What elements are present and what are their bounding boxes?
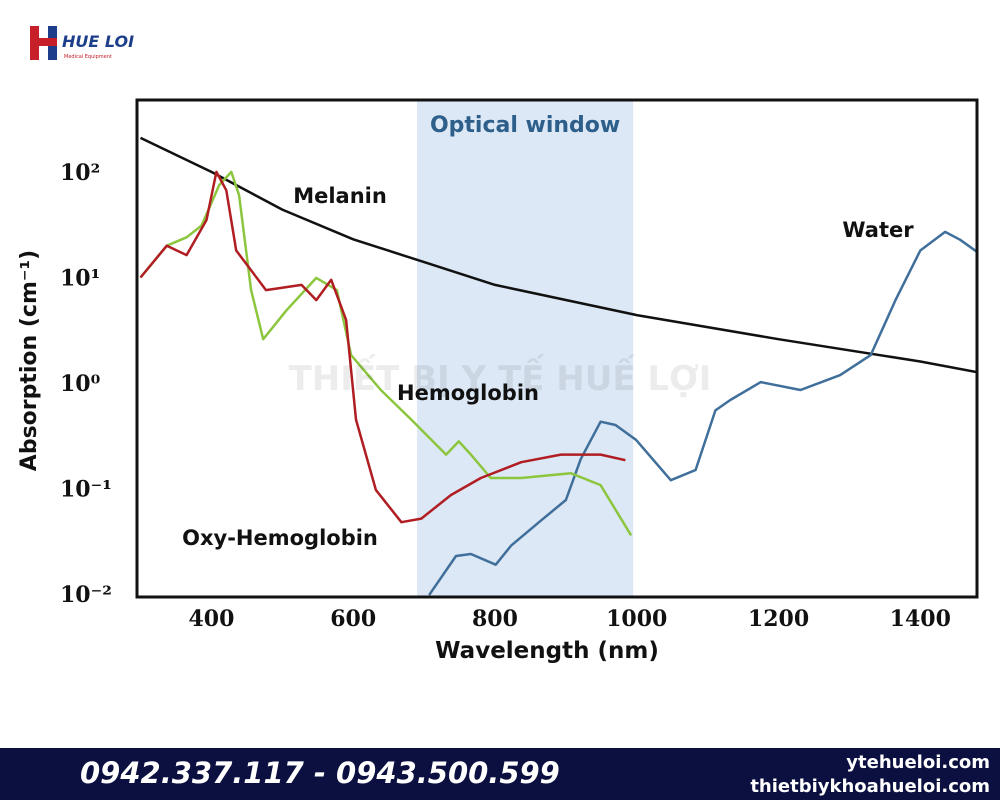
logo: HUE LOI Medical Equipment (30, 26, 134, 60)
y-tick-label: 10² (60, 160, 100, 186)
series-label: Hemoglobin (397, 381, 539, 405)
region-label: Optical window (430, 113, 620, 138)
x-tick-label: 1200 (748, 606, 809, 632)
y-axis-label: Absorption (cm⁻¹) (17, 250, 42, 471)
footer-phones: 0942.337.117 - 0943.500.599 (80, 756, 560, 790)
x-axis-label: Wavelength (nm) (435, 638, 659, 664)
series-line (139, 136, 977, 374)
footer-site: ytehueloi.com (846, 752, 990, 773)
plot: Optical window 400 600 800 1000 1200 1400 10⁻² 1… (17, 98, 979, 664)
series-label: Water (842, 218, 914, 242)
x-tick-label: 1000 (606, 606, 667, 632)
logo-tagline: Medical Equipment (64, 54, 112, 60)
logo-bar (30, 38, 57, 46)
series-line (428, 230, 977, 596)
plot-frame (135, 98, 979, 599)
x-tick-label: 1400 (890, 606, 951, 632)
y-tick-label: 10⁻¹ (60, 477, 112, 503)
x-tick-label: 800 (472, 606, 518, 632)
optical-window (417, 100, 634, 597)
series-label: Melanin (293, 184, 387, 208)
y-tick-label: 10¹ (60, 265, 100, 291)
footer-site: thietbiykhoahueloi.com (750, 776, 990, 797)
logo-text: HUE LOI (62, 32, 134, 51)
x-tick-label: 600 (330, 606, 376, 632)
series-line (139, 170, 633, 537)
series-label: Oxy-Hemoglobin (182, 526, 378, 550)
series-line (139, 170, 626, 524)
x-tick-label: 400 (188, 606, 234, 632)
y-tick-label: 10⁻² (60, 582, 112, 608)
footer-bar (0, 748, 1000, 800)
y-tick-label: 10⁰ (60, 371, 101, 397)
watermark: THIẾT BỊ Y TẾ HUẾ LỢI (289, 354, 712, 399)
